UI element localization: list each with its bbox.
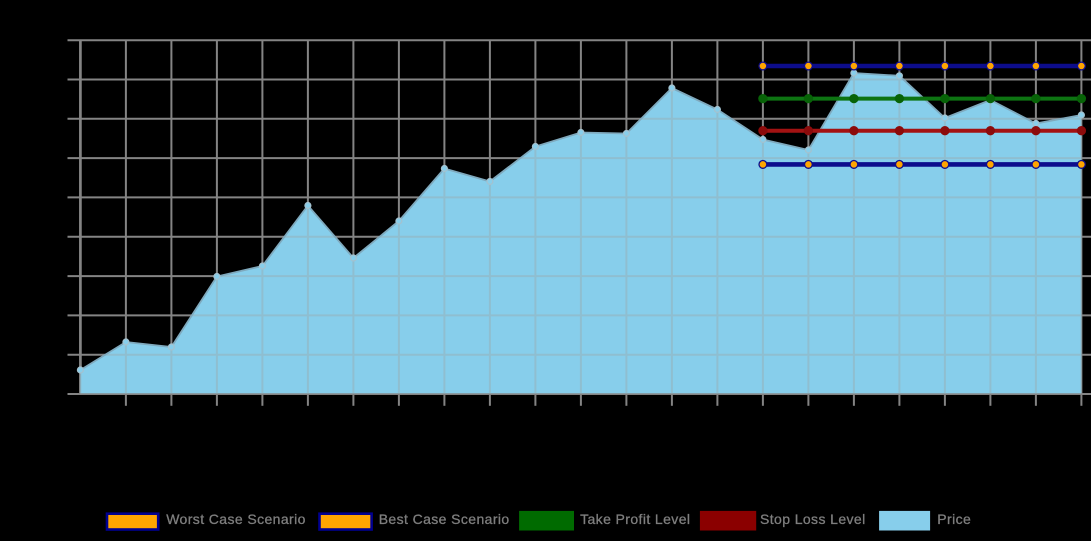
svg-text:Best Case Scenario: Best Case Scenario: [379, 511, 510, 527]
svg-text:Stop Loss Level: Stop Loss Level: [760, 511, 866, 527]
svg-text:Price: Price: [937, 511, 971, 527]
svg-text:Worst Case Scenario: Worst Case Scenario: [166, 511, 306, 527]
svg-text:Take Profit Level: Take Profit Level: [580, 511, 690, 527]
